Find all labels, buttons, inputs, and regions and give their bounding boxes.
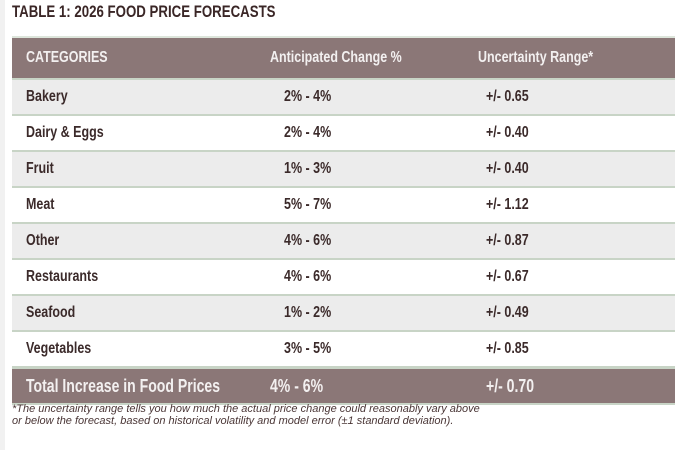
food-price-forecast-table: CATEGORIES Anticipated Change % Uncertai… [12, 36, 675, 405]
category-cell: Meat [26, 196, 55, 213]
uncertainty-cell: +/- 0.49 [486, 304, 529, 321]
table-row: Bakery 2% - 4% +/- 0.65 [12, 80, 675, 116]
footnote: *The uncertainty range tells you how muc… [12, 403, 652, 427]
category-cell: Other [26, 232, 60, 249]
footnote-line-2: or below the forecast, based on historic… [12, 415, 454, 427]
header-anticipated-change: Anticipated Change % [270, 49, 402, 66]
category-cell: Fruit [26, 160, 54, 177]
table-row: Meat 5% - 7% +/- 1.12 [12, 188, 675, 224]
table-row: Seafood 1% - 2% +/- 0.49 [12, 296, 675, 332]
change-cell: 4% - 6% [284, 232, 332, 249]
change-cell: 2% - 4% [284, 88, 332, 105]
table-row: Restaurants 4% - 6% +/- 0.67 [12, 260, 675, 296]
total-change-cell: 4% - 6% [270, 375, 324, 396]
footnote-line-1: *The uncertainty range tells you how muc… [12, 403, 480, 415]
left-edge-strip [0, 0, 5, 450]
uncertainty-cell: +/- 0.67 [486, 268, 529, 285]
category-cell: Seafood [26, 304, 76, 321]
total-label-cell: Total Increase in Food Prices [26, 375, 221, 396]
table-row: Dairy & Eggs 2% - 4% +/- 0.40 [12, 116, 675, 152]
category-cell: Dairy & Eggs [26, 124, 104, 141]
table-row: Other 4% - 6% +/- 0.87 [12, 224, 675, 260]
table-row: Fruit 1% - 3% +/- 0.40 [12, 152, 675, 188]
change-cell: 1% - 2% [284, 304, 332, 321]
table-header-row: CATEGORIES Anticipated Change % Uncertai… [12, 36, 675, 80]
total-uncertainty-cell: +/- 0.70 [486, 375, 535, 396]
header-categories: CATEGORIES [26, 49, 108, 66]
change-cell: 3% - 5% [284, 340, 332, 357]
change-cell: 1% - 3% [284, 160, 332, 177]
uncertainty-cell: +/- 0.85 [486, 340, 529, 357]
uncertainty-cell: +/- 0.40 [486, 160, 529, 177]
uncertainty-cell: +/- 0.87 [486, 232, 529, 249]
table-total-row: Total Increase in Food Prices 4% - 6% +/… [12, 368, 675, 405]
uncertainty-cell: +/- 0.65 [486, 88, 529, 105]
table-title: TABLE 1: 2026 FOOD PRICE FORECASTS [12, 2, 276, 21]
uncertainty-cell: +/- 0.40 [486, 124, 529, 141]
table-row: Vegetables 3% - 5% +/- 0.85 [12, 332, 675, 368]
uncertainty-cell: +/- 1.12 [486, 196, 529, 213]
change-cell: 2% - 4% [284, 124, 332, 141]
category-cell: Restaurants [26, 268, 99, 285]
change-cell: 5% - 7% [284, 196, 332, 213]
header-uncertainty-range: Uncertainty Range* [478, 49, 594, 66]
category-cell: Vegetables [26, 340, 92, 357]
category-cell: Bakery [26, 88, 68, 105]
change-cell: 4% - 6% [284, 268, 332, 285]
